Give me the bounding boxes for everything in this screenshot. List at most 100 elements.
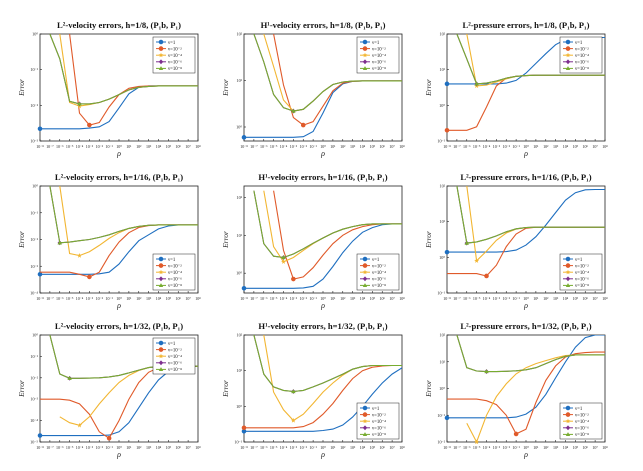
x-tick-label: 10⁰ <box>116 296 122 301</box>
x-tick-label: 10⁴ <box>360 144 366 149</box>
x-axis-label: ρ <box>116 149 121 158</box>
x-axis-label: ρ <box>523 301 528 310</box>
x-tick-label: 10⁸ <box>195 144 201 149</box>
legend-marker <box>158 39 164 45</box>
series-point <box>87 122 92 128</box>
x-tick-label: 10⁷ <box>185 296 191 301</box>
x-tick-label: 10⁻² <box>503 296 511 301</box>
series-point <box>513 431 519 437</box>
series-point <box>77 101 82 106</box>
legend-marker <box>158 276 164 282</box>
x-tick-label: 10⁸ <box>195 296 201 301</box>
legend-label: ν=10⁻⁶ <box>168 60 182 66</box>
series-point <box>67 375 72 380</box>
series-point <box>291 276 296 282</box>
x-tick-label: 10⁷ <box>592 144 598 149</box>
x-tick-label: 10⁵ <box>573 144 579 149</box>
series-line <box>447 335 605 419</box>
x-tick-label: 10⁵ <box>166 445 172 450</box>
legend-marker <box>362 405 368 411</box>
x-tick-label: 10² <box>136 144 142 149</box>
series-point <box>37 272 43 277</box>
legend-label: ν=10⁻⁶ <box>168 361 182 367</box>
legend-label: ν=10⁻⁴ <box>575 419 589 425</box>
legend-marker <box>158 347 164 352</box>
y-tick-label: 10⁻¹ <box>30 210 38 215</box>
series-point <box>87 274 92 280</box>
x-tick-label: 10⁻³ <box>290 144 298 149</box>
x-tick-label: 10¹ <box>533 144 539 149</box>
x-tick-label: 10⁷ <box>389 144 395 149</box>
y-axis-label: Error <box>424 231 433 249</box>
legend-marker <box>158 46 164 51</box>
x-tick-label: 10⁻⁴ <box>483 296 491 301</box>
x-tick-label: 10⁶ <box>176 445 182 450</box>
legend: ν=1ν=10⁻²ν=10⁻⁴ν=10⁻⁶ν=10⁻⁸ <box>356 36 400 74</box>
y-tick-label: 10⁻¹ <box>437 139 445 144</box>
series-line <box>447 351 605 435</box>
legend-label: ν=10⁻⁴ <box>575 53 589 59</box>
y-tick-label: 10⁻² <box>30 375 38 380</box>
x-tick-label: 10² <box>136 445 142 450</box>
x-tick-label: 10⁻¹ <box>105 296 113 301</box>
x-tick-label: 10⁻⁶ <box>463 296 471 301</box>
x-tick-label: 10¹ <box>533 296 539 301</box>
legend-marker <box>362 432 368 436</box>
x-tick-label: 10¹ <box>533 445 539 450</box>
x-tick-label: 10⁻⁸ <box>240 296 248 301</box>
legend: ν=1ν=10⁻²ν=10⁻⁴ν=10⁻⁶ν=10⁻⁸ <box>152 337 196 375</box>
legend-marker <box>158 269 164 275</box>
x-tick-label: 10⁰ <box>320 144 326 149</box>
x-tick-label: 10⁻² <box>503 445 511 450</box>
x-tick-label: 10⁻³ <box>86 445 94 450</box>
y-axis-label: Error <box>17 79 26 97</box>
x-tick-label: 10⁻⁸ <box>240 445 248 450</box>
series-point <box>281 259 286 264</box>
legend-label: ν=1 <box>372 41 380 46</box>
x-tick-label: 10⁻² <box>300 296 308 301</box>
legend-marker <box>565 418 571 424</box>
series-line <box>244 364 402 429</box>
legend-marker <box>565 405 571 411</box>
legend-marker <box>565 46 571 51</box>
y-tick-label: 10¹ <box>237 368 243 373</box>
legend-box <box>356 253 400 291</box>
legend-marker <box>362 425 368 431</box>
series-point <box>474 258 480 263</box>
series-point <box>106 435 112 441</box>
x-tick-label: 10⁰ <box>523 296 529 301</box>
y-tick-label: 10⁰ <box>236 404 242 409</box>
legend-marker <box>362 52 368 58</box>
series-point <box>241 285 247 291</box>
legend-marker <box>158 263 164 268</box>
legend: ν=1ν=10⁻²ν=10⁻⁴ν=10⁻⁶ν=10⁻⁸ <box>559 36 603 74</box>
legend-marker <box>565 276 571 282</box>
legend-label: ν=1 <box>168 342 176 347</box>
series-line <box>456 34 605 85</box>
x-tick-label: 10⁴ <box>156 445 162 450</box>
x-tick-label: 10² <box>340 445 346 450</box>
y-axis-label: Error <box>17 380 26 398</box>
legend-marker <box>565 39 571 45</box>
x-tick-label: 10⁻⁵ <box>473 144 481 149</box>
x-tick-label: 10⁻¹ <box>512 296 520 301</box>
legend-marker <box>362 283 368 287</box>
legend-marker <box>158 66 164 70</box>
x-tick-label: 10⁻¹ <box>512 445 520 450</box>
x-tick-label: 10³ <box>350 445 356 450</box>
x-tick-label: 10⁸ <box>602 445 608 450</box>
x-tick-label: 10⁻⁵ <box>270 144 278 149</box>
y-axis-label: Error <box>424 380 433 398</box>
y-tick-label: 10⁰ <box>439 255 445 260</box>
x-tick-label: 10⁻³ <box>86 144 94 149</box>
x-tick-label: 10⁻³ <box>493 296 501 301</box>
series-line <box>49 186 198 244</box>
series-point <box>464 240 469 245</box>
series-line <box>253 190 402 259</box>
y-tick-label: 10⁻¹ <box>234 440 242 445</box>
series-point <box>281 255 286 260</box>
series-point <box>77 253 82 258</box>
legend-marker <box>158 340 164 346</box>
legend-marker <box>362 263 368 268</box>
x-tick-label: 10⁻¹ <box>512 144 520 149</box>
